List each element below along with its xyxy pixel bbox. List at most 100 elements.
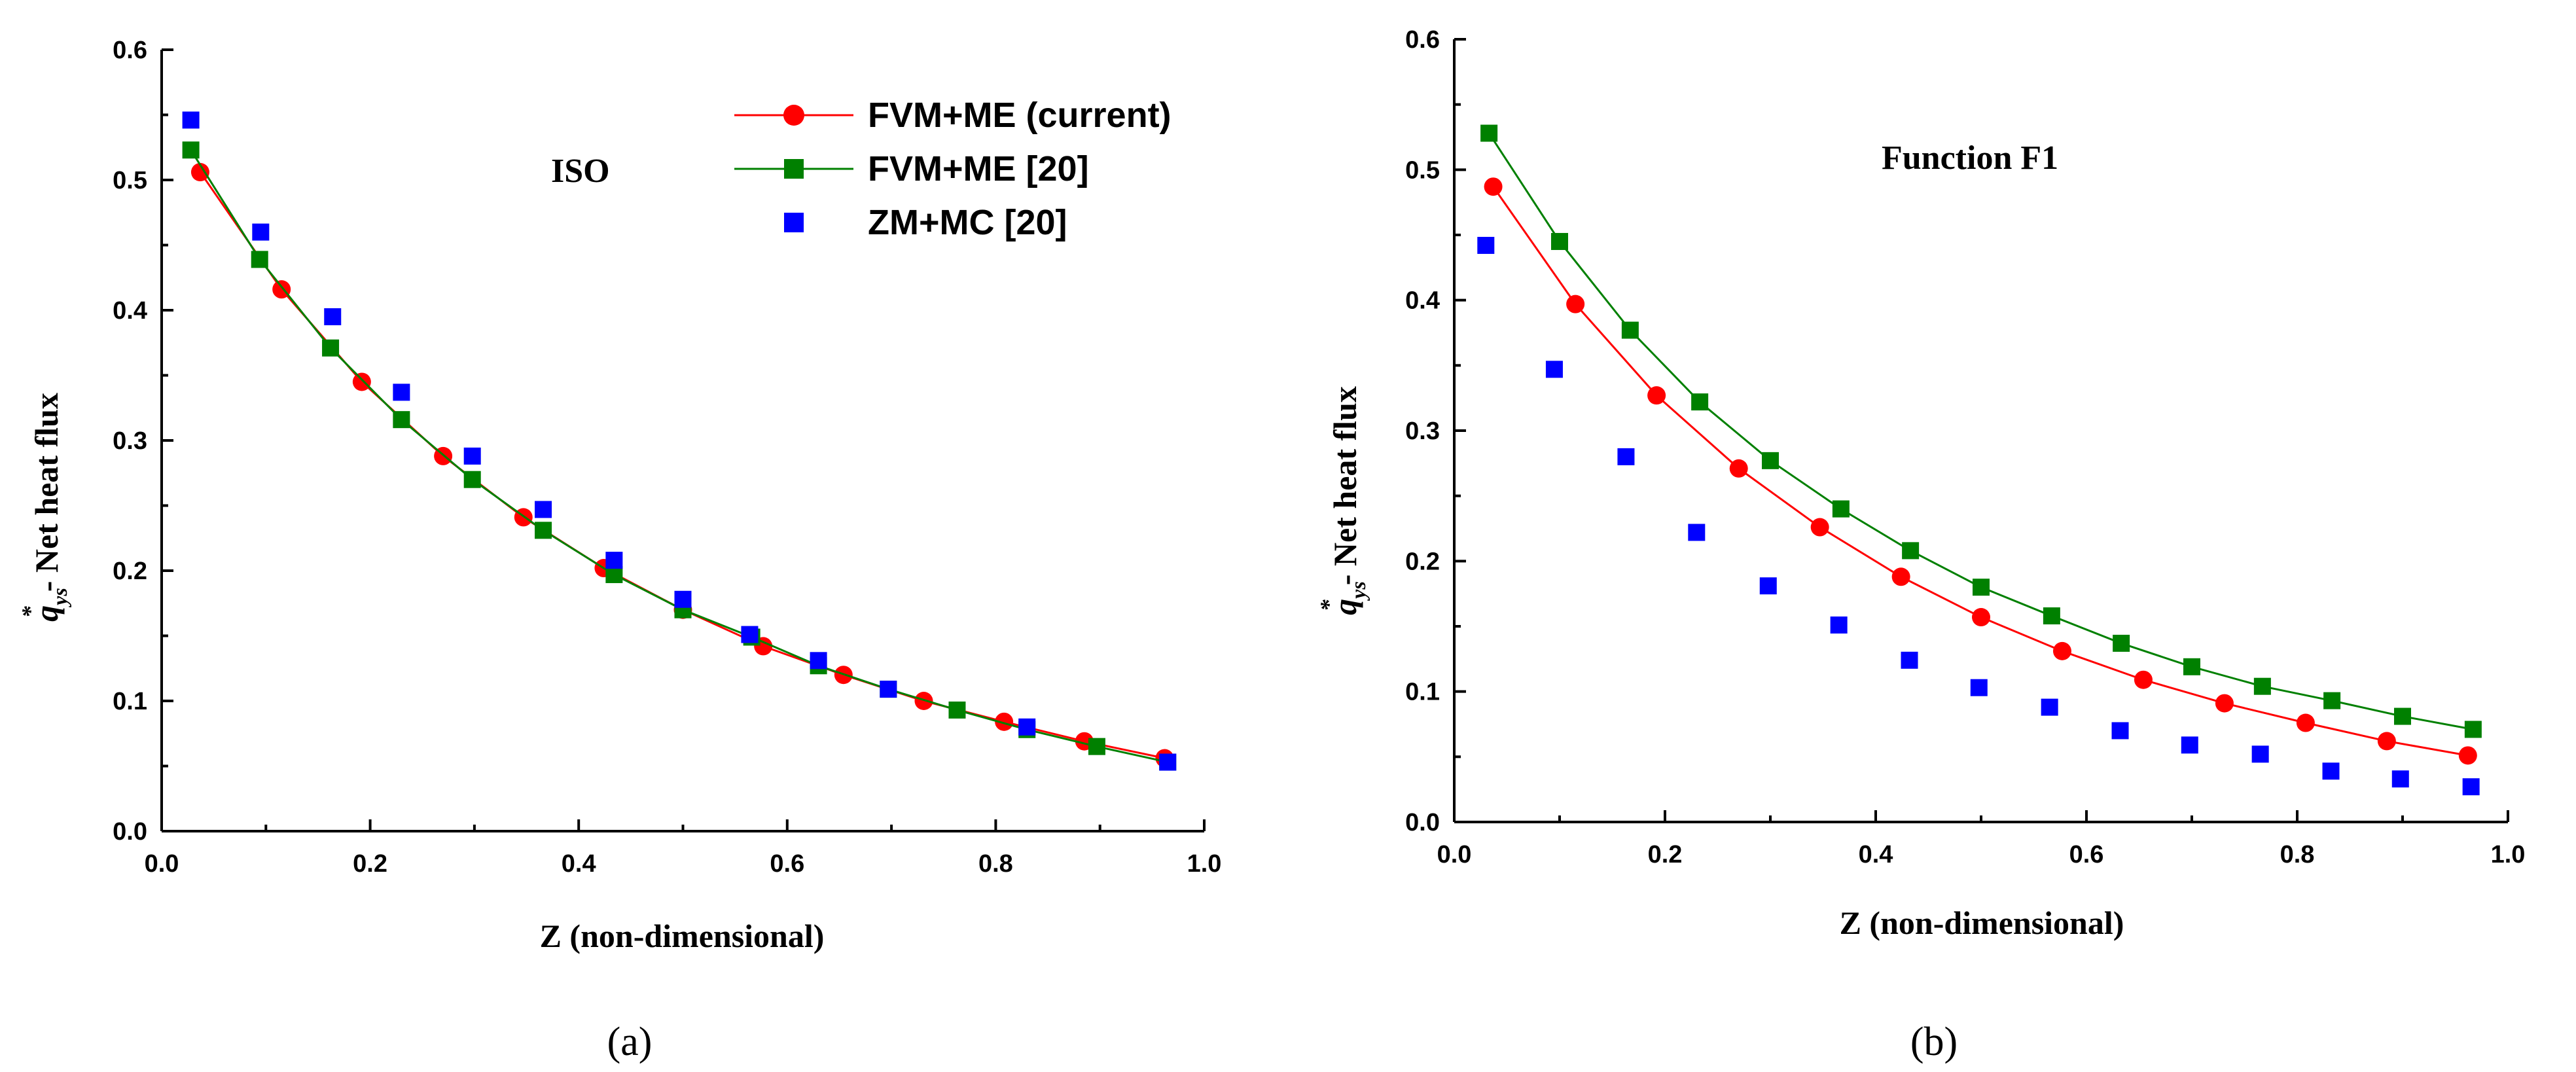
data-point-fvm-me-current-a — [352, 372, 371, 391]
data-point-zm-mc-20-a — [810, 652, 827, 670]
y-axis-text-b: - Net heat flux — [1327, 386, 1363, 585]
data-point-fvm-me-20-b — [2464, 721, 2482, 738]
y-axis-subscript-b: ys — [1346, 581, 1370, 601]
y-tick-label-a: 0.5 — [113, 167, 147, 194]
data-point-fvm-me-20-a — [1088, 738, 1105, 755]
y-axis-symbol-b: q — [1327, 599, 1363, 615]
data-point-fvm-me-current-b — [1729, 459, 1748, 478]
data-point-fvm-me-20-a — [182, 141, 200, 159]
legend-marker-fvm-current — [783, 105, 804, 126]
y-tick-label-a: 0.0 — [113, 818, 147, 846]
x-tick-label-b: 0.0 — [1437, 841, 1472, 868]
data-point-zm-mc-20-a — [880, 681, 897, 698]
data-point-fvm-me-current-b — [1484, 177, 1503, 196]
data-point-fvm-me-20-a — [251, 251, 268, 268]
y-tick-label-a: 0.6 — [113, 37, 147, 64]
data-point-fvm-me-20-a — [393, 411, 410, 429]
data-point-zm-mc-20-b — [1901, 651, 1918, 669]
data-point-zm-mc-20-a — [605, 552, 623, 569]
data-point-fvm-me-current-a — [995, 712, 1014, 731]
data-point-fvm-me-current-b — [2215, 694, 2234, 713]
y-tick-label-a: 0.1 — [113, 688, 147, 715]
data-point-fvm-me-20-a — [535, 522, 552, 539]
data-point-fvm-me-current-b — [1810, 518, 1829, 537]
x-tick-label-b: 0.4 — [1859, 841, 1893, 868]
annotation-function-f1: Function F1 — [1882, 139, 2058, 177]
data-point-fvm-me-20-b — [1762, 452, 1779, 469]
y-tick-label-b: 0.3 — [1405, 418, 1440, 445]
panel-label-a: (a) — [607, 1020, 653, 1064]
y-axis-text-a: - Net heat flux — [28, 393, 65, 592]
panel-label-b: (b) — [1910, 1020, 1958, 1064]
data-point-fvm-me-20-a — [322, 339, 340, 357]
y-tick-label-b: 0.1 — [1405, 679, 1440, 706]
data-point-fvm-me-current-b — [1972, 608, 1990, 627]
series-line-fvm-me-20-b — [1488, 132, 2474, 730]
data-point-zm-mc-20-a — [674, 590, 692, 608]
data-point-zm-mc-20-a — [1018, 718, 1036, 736]
data-point-fvm-me-current-b — [1647, 386, 1666, 405]
data-point-fvm-me-20-b — [2394, 707, 2411, 725]
y-tick-label-a: 0.2 — [113, 558, 147, 585]
data-point-zm-mc-20-a — [741, 626, 759, 643]
series-line-fvm-me-current-a — [199, 171, 1165, 760]
legend-marker-fvm-ref — [784, 159, 804, 179]
data-point-fvm-me-20-b — [1902, 542, 1920, 560]
plot-area-a: 0.0 0.2 0.4 0.6 0.8 1.0 0.0 0.1 0.2 0.3 0.4 0.5 0.6 — [113, 37, 1221, 878]
x-axis-title-b: Z (non-dimensional) — [1840, 904, 2124, 941]
data-point-fvm-me-20-b — [1480, 124, 1498, 142]
y-tick-label-b: 0.2 — [1405, 548, 1440, 575]
data-point-zm-mc-20-b — [2251, 745, 2269, 763]
y-axis-symbol-a: q — [28, 605, 65, 622]
y-tick-label-a: 0.3 — [113, 427, 147, 455]
data-point-zm-mc-20-a — [463, 447, 481, 465]
plot-area-b: 0.0 0.2 0.4 0.6 0.8 1.0 0.0 0.1 0.2 0.3 0.4 0.5 0.6 — [1405, 26, 2525, 868]
x-tick-label-a: 0.0 — [145, 850, 179, 878]
legend-a: FVM+ME (current) FVM+ME [20] ZM+MC [20] — [734, 96, 1172, 242]
data-point-fvm-me-current-b — [2377, 732, 2396, 751]
data-point-zm-mc-20-b — [1688, 524, 1706, 541]
data-point-fvm-me-current-a — [190, 163, 209, 182]
data-point-fvm-me-current-b — [1891, 567, 1910, 586]
data-point-fvm-me-current-b — [2458, 746, 2477, 765]
data-point-zm-mc-20-a — [324, 308, 342, 325]
legend-marker-zm-mc — [784, 213, 804, 232]
x-tick-label-b: 1.0 — [2491, 841, 2526, 868]
data-point-fvm-me-20-b — [2043, 607, 2060, 625]
y-axis-superscript-a: * — [17, 605, 43, 618]
data-point-fvm-me-current-b — [1566, 295, 1585, 313]
x-tick-label-a: 0.8 — [978, 850, 1013, 878]
y-tick-label-a: 0.4 — [113, 297, 147, 325]
data-point-zm-mc-20-b — [2462, 778, 2480, 796]
chart-panel-a: 0.0 0.2 0.4 0.6 0.8 1.00.00.10.20.30.40.50.6 … — [17, 37, 1221, 1064]
data-point-zm-mc-20-b — [2111, 722, 2129, 740]
legend-label-fvm-current: FVM+ME (current) — [868, 96, 1172, 135]
data-point-fvm-me-20-b — [1973, 579, 1990, 596]
data-point-zm-mc-20-a — [182, 111, 200, 129]
data-point-zm-mc-20-a — [1159, 753, 1177, 771]
data-point-zm-mc-20-b — [1759, 577, 1777, 595]
data-point-fvm-me-20-a — [463, 471, 481, 488]
y-axis-title-a: qys * - Net heat flux — [17, 393, 71, 622]
x-tick-label-b: 0.2 — [1648, 841, 1683, 868]
data-point-fvm-me-20-b — [1691, 393, 1709, 411]
x-tick-label-b: 0.8 — [2280, 841, 2315, 868]
data-point-zm-mc-20-b — [1970, 679, 1988, 696]
svg-text:qys*- Net heat flux: qys * - Net heat flux — [1315, 386, 1370, 615]
data-point-zm-mc-20-b — [1617, 448, 1635, 465]
data-point-zm-mc-20-b — [1477, 236, 1495, 254]
data-point-fvm-me-20-b — [2253, 677, 2271, 695]
data-point-fvm-me-20-b — [1832, 500, 1850, 518]
data-point-fvm-me-20-b — [1551, 232, 1568, 250]
data-point-zm-mc-20-b — [1830, 616, 1848, 634]
data-point-fvm-me-20-b — [2113, 634, 2130, 652]
data-point-fvm-me-20-a — [948, 701, 966, 719]
data-point-zm-mc-20-b — [2181, 736, 2198, 754]
y-axis-title-b: qys * - Net heat flux — [1315, 386, 1370, 615]
data-point-zm-mc-20-a — [393, 384, 410, 401]
chart-panel-b: 0.0 0.2 0.4 0.6 0.8 1.00.00.10.20.30.40.50.6 … — [1315, 26, 2525, 1064]
data-point-fvm-me-current-b — [2296, 713, 2315, 732]
x-tick-label-b: 0.6 — [2069, 841, 2104, 868]
series-line-fvm-me-current-b — [1492, 186, 2469, 757]
